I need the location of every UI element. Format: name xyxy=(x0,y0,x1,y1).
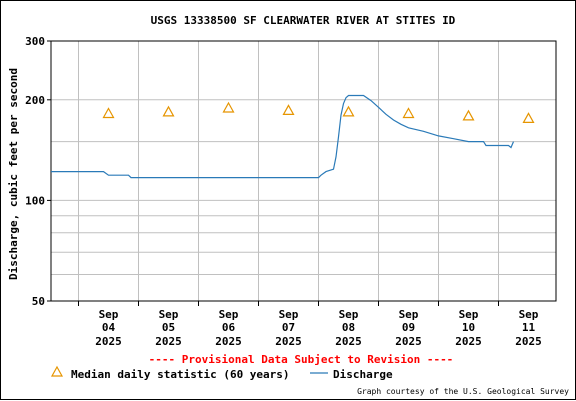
x-tick-label-month: Sep xyxy=(519,308,539,321)
legend: Median daily statistic (60 years) Discha… xyxy=(50,365,393,381)
series xyxy=(51,94,535,179)
x-tick-label-year: 2025 xyxy=(515,335,542,348)
x-tick-label-month: Sep xyxy=(459,308,479,321)
provisional-note: ---- Provisional Data Subject to Revisio… xyxy=(149,353,454,366)
plot-border xyxy=(50,40,557,302)
y-tick-label: 200 xyxy=(25,94,45,107)
legend-median-label: Median daily statistic (60 years) xyxy=(71,368,290,381)
median-point xyxy=(222,101,235,113)
x-tick-label-year: 2025 xyxy=(275,335,302,348)
y-axis-label: Discharge, cubic feet per second xyxy=(7,68,20,280)
x-tick-label-year: 2025 xyxy=(335,335,362,348)
legend-discharge-label: Discharge xyxy=(333,368,393,381)
x-tick-label-year: 2025 xyxy=(455,335,482,348)
x-tick-label-day: 09 xyxy=(402,321,415,334)
discharge-line xyxy=(51,94,515,179)
x-tick-label-year: 2025 xyxy=(215,335,242,348)
x-tick-label-month: Sep xyxy=(159,308,179,321)
x-tick-label-day: 08 xyxy=(342,321,355,334)
y-tick-label: 100 xyxy=(25,194,45,207)
x-tick-label-month: Sep xyxy=(99,308,119,321)
x-tick-label-day: 10 xyxy=(462,321,475,334)
median-point xyxy=(462,109,475,121)
x-tick-label-day: 05 xyxy=(162,321,175,334)
median-point xyxy=(282,104,295,115)
x-tick-label-day: 11 xyxy=(522,321,536,334)
median-point xyxy=(522,112,535,123)
x-tick-label-month: Sep xyxy=(399,308,419,321)
x-tick-label-year: 2025 xyxy=(155,335,182,348)
x-tick-label-month: Sep xyxy=(339,308,359,321)
median-point xyxy=(342,105,355,117)
grid xyxy=(51,40,556,302)
x-tick-label-year: 2025 xyxy=(395,335,422,348)
x-tick-label-month: Sep xyxy=(279,308,299,321)
credit-text: Graph courtesy of the U.S. Geological Su… xyxy=(357,387,569,396)
y-tick-label: 300 xyxy=(25,35,45,48)
chart-title: USGS 13338500 SF CLEARWATER RIVER AT STI… xyxy=(151,14,456,27)
median-point xyxy=(102,107,115,119)
legend-median-triangle-icon xyxy=(50,365,64,377)
x-tick-label-month: Sep xyxy=(219,308,239,321)
y-tick-label: 50 xyxy=(32,295,45,308)
x-tick-label-year: 2025 xyxy=(95,335,122,348)
axes: 30020010050Sep042025Sep052025Sep062025Se… xyxy=(25,35,557,348)
x-tick-label-day: 06 xyxy=(222,321,236,334)
x-tick-label-day: 07 xyxy=(282,321,295,334)
x-tick-label-day: 04 xyxy=(102,321,116,334)
median-point xyxy=(162,105,175,117)
median-point xyxy=(402,107,415,119)
